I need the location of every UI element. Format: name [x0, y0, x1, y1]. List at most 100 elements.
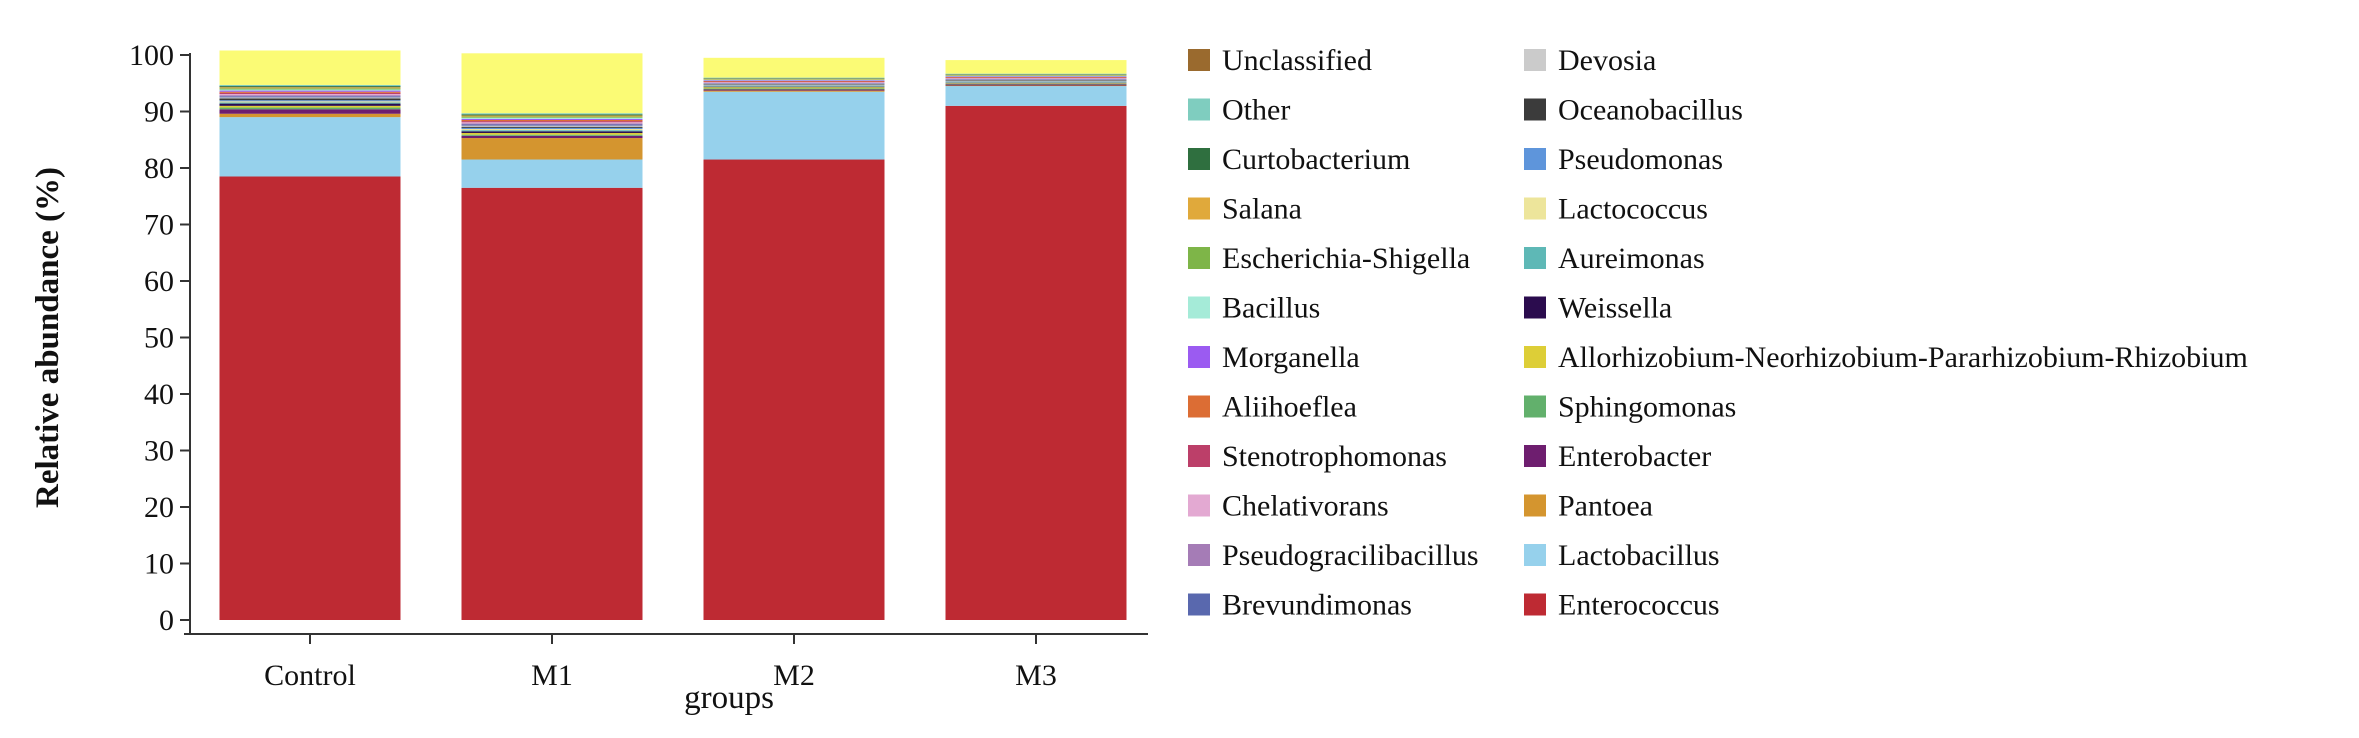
bar-segment-stenotrophomonas [219, 92, 401, 94]
bar-segment-lactobacillus [703, 91, 885, 160]
bar-segment-lactococcus [461, 129, 643, 131]
x-tick-label: M3 [1015, 659, 1057, 692]
bar-segment-weissella [945, 82, 1127, 84]
bar-segment-bacillus [703, 79, 885, 81]
bar-segment-curtobacterium [703, 78, 885, 79]
legend-item-enterobacter: Enterobacter [1524, 440, 1711, 473]
legend-item-stenotrophomonas: Stenotrophomonas [1188, 440, 1447, 473]
bars-group [219, 50, 1127, 621]
bar-segment-unclassified [703, 57, 885, 78]
legend-label: Brevundimonas [1222, 589, 1412, 622]
legend-item-lactococcus: Lactococcus [1524, 193, 1708, 226]
bar-segment-brevundimonas [945, 79, 1127, 80]
bar-segment-enterococcus [703, 159, 885, 620]
bar-segment-aliihoeflea [945, 77, 1127, 78]
legend-label: Pantoea [1558, 490, 1653, 523]
legend-swatch [1188, 593, 1210, 616]
axes-group: 0 10 20 30 40 50 60 70 80 90 100 Control M1 M2 M3 [129, 39, 1148, 692]
y-tick-label: 50 [144, 322, 174, 355]
legend-swatch [1524, 247, 1546, 269]
legend-swatch [1524, 148, 1546, 170]
bar-segment-chelativorans [461, 122, 643, 124]
legend-swatch [1188, 346, 1210, 368]
bar-segment-lactobacillus [945, 86, 1127, 106]
bar-segment-chelativorans [703, 82, 885, 83]
bar-segment-oceanobacillus [945, 80, 1127, 81]
bar-segment-pseudomonas [703, 84, 885, 86]
bar-segment-allorhizobium-neorhizobium-pararhizobium-rhizobium [945, 83, 1127, 84]
bar-segment-other [219, 84, 401, 87]
legend-swatch [1524, 346, 1546, 368]
bar-segment-curtobacterium [461, 114, 643, 116]
legend-item-aliihoeflea: Aliihoeflea [1188, 391, 1357, 424]
bar-segment-weissella [703, 86, 885, 88]
bar-segment-unclassified [219, 50, 401, 85]
legend-item-chelativorans: Chelativorans [1188, 490, 1389, 523]
legend-label: Stenotrophomonas [1222, 440, 1447, 473]
legend-label: Other [1222, 94, 1290, 127]
x-tick-label: M1 [531, 659, 573, 692]
bar-segment-devosia [945, 79, 1127, 81]
bar-segment-aureimonas [703, 86, 885, 87]
bar-segment-enterobacter [461, 135, 643, 139]
bar-segment-sphingomonas [945, 83, 1127, 85]
bar-segment-lactococcus [219, 101, 401, 103]
x-axis-title: groups [684, 680, 774, 716]
legend-item-aureimonas: Aureimonas [1524, 242, 1705, 275]
legend-swatch [1524, 494, 1546, 517]
legend-swatch [1188, 197, 1210, 220]
bar-segment-curtobacterium [945, 74, 1127, 75]
y-tick-label: 90 [144, 96, 174, 129]
y-tick-label: 40 [144, 378, 174, 411]
bar-segment-pantoea [219, 113, 401, 118]
bar-segment-aliihoeflea [219, 91, 401, 93]
legend-swatch [1188, 544, 1210, 566]
bar-segment-bacillus [945, 75, 1127, 77]
bar-segment-lactococcus [945, 81, 1127, 83]
bar-stack-m1 [461, 53, 643, 620]
legend-item-bacillus: Bacillus [1188, 292, 1320, 325]
legend-item-curtobacterium: Curtobacterium [1188, 143, 1410, 176]
bar-stack-control [219, 50, 401, 620]
bar-segment-bacillus [461, 117, 643, 119]
legend-label: Oceanobacillus [1558, 94, 1743, 127]
bar-segment-weissella [461, 131, 643, 133]
bar-segment-aureimonas [945, 82, 1127, 83]
legend-item-lactobacillus: Lactobacillus [1524, 539, 1720, 572]
bar-segment-pseudomonas [461, 127, 643, 130]
legend-label: Lactobacillus [1558, 539, 1720, 572]
legend-item-other: Other [1188, 94, 1290, 127]
bar-segment-pseudogracilibacillus [945, 78, 1127, 80]
bar-segment-sphingomonas [703, 88, 885, 90]
bar-segment-brevundimonas [219, 96, 401, 98]
legend-label: Pseudogracilibacillus [1222, 539, 1479, 572]
legend-swatch [1188, 494, 1210, 517]
legend-swatch [1188, 445, 1210, 467]
bar-segment-pseudomonas [219, 100, 401, 102]
bar-segment-escherichia-shigella [945, 75, 1127, 76]
bar-segment-stenotrophomonas [945, 77, 1127, 79]
bar-segment-allorhizobium-neorhizobium-pararhizobium-rhizobium [461, 132, 643, 135]
bar-segment-stenotrophomonas [703, 81, 885, 83]
legend-swatch [1524, 593, 1546, 616]
bar-segment-devosia [461, 125, 643, 127]
legend-label: Weissella [1558, 292, 1672, 325]
bar-segment-escherichia-shigella [703, 79, 885, 80]
legend-item-brevundimonas: Brevundimonas [1188, 589, 1412, 622]
legend-swatch [1524, 49, 1546, 71]
bar-segment-sphingomonas [461, 134, 643, 136]
bar-segment-lactococcus [703, 85, 885, 87]
legend-label: Curtobacterium [1222, 143, 1410, 176]
y-tick-label: 20 [144, 491, 174, 524]
legend-item-allorhizobium-neorhizobium-pararhizobium-rhizobium: Allorhizobium-Neorhizobium-Pararhizobium… [1524, 341, 2248, 374]
bar-segment-other [461, 113, 643, 115]
bar-segment-lactobacillus [219, 117, 401, 177]
bar-segment-allorhizobium-neorhizobium-pararhizobium-rhizobium [219, 105, 401, 108]
legend-item-morganella: Morganella [1188, 341, 1360, 374]
bar-segment-salana [703, 78, 885, 80]
legend-swatch [1524, 296, 1546, 319]
bar-segment-aliihoeflea [703, 80, 885, 82]
legend-item-oceanobacillus: Oceanobacillus [1524, 94, 1743, 127]
bar-segment-aureimonas [461, 130, 643, 132]
y-tick-label: 100 [129, 39, 174, 72]
